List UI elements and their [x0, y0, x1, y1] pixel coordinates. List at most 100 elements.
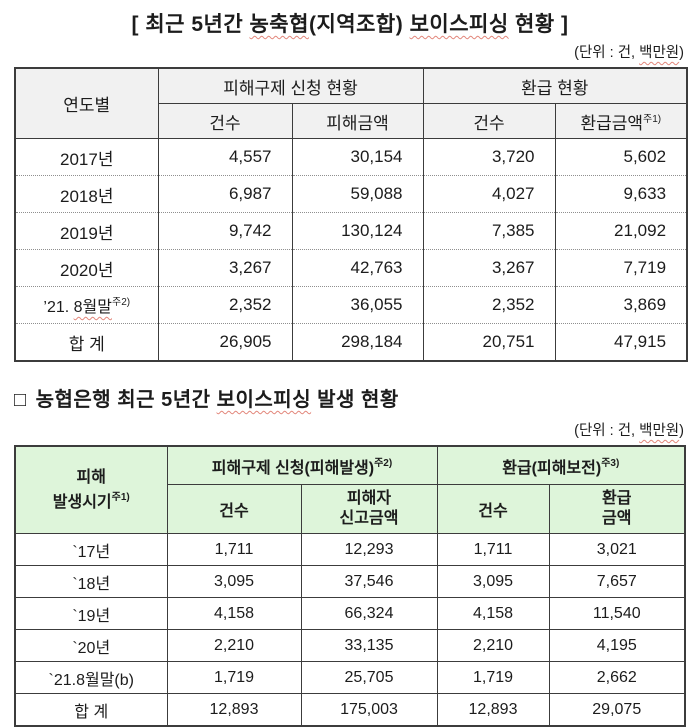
table-row: ’21. 8월말주2) 2,352 36,055 2,352 3,869 [14, 286, 688, 324]
t2-refund-line2: 금액 [602, 510, 632, 527]
unit-note2-text: (단위 : 건, [574, 423, 640, 439]
table-row: `20년 2,210 33,135 2,210 4,195 [14, 629, 686, 662]
table-row: `19년 4,158 66,324 4,158 11,540 [14, 597, 686, 630]
table-row: 2019년 9,742 130,124 7,385 21,092 [14, 212, 688, 250]
title2-text-post: 발생 현황 [311, 389, 399, 411]
table-row: 2018년 6,987 59,088 4,027 9,633 [14, 175, 688, 213]
t2-period-label: 발생시기 [52, 493, 112, 511]
table1-header-sub-row: 건수 피해금액 건수 환급금액주1) [15, 103, 688, 139]
t2-cell: 11,540 [548, 597, 686, 630]
t2-period-lines: 피해 발생시기주1) [16, 468, 167, 513]
table1-nonghyup-coop-phishing: 연도별 피해구제 신청 현황 환급 현황 건수 피해금액 건수 환급금액주1) … [14, 67, 689, 362]
t2-reported-amount-lines: 피해자 신고금액 [302, 489, 437, 529]
t2-cell: 12,293 [300, 533, 438, 566]
t2-total-cell: 29,075 [548, 693, 686, 727]
t2-total-cell: 12,893 [166, 693, 302, 727]
title1-text: [ 최근 5년간 [131, 13, 250, 36]
footnote-marker-1: 주1) [643, 113, 662, 125]
t1-cell: 9,633 [554, 175, 688, 213]
t1-header-group-refund: 환급 현황 [422, 67, 688, 104]
t1-header-year: 연도별 [14, 67, 159, 139]
t2-reported-line1: 피해자 [346, 490, 392, 507]
t1-refund-amount-label: 환급금액 [580, 113, 643, 133]
title1-text-post: 현황 ] [508, 13, 569, 36]
t2-header-cases1: 건수 [166, 484, 302, 534]
table-row: `18년 3,095 37,546 3,095 7,657 [14, 565, 686, 598]
t1-total-cell: 47,915 [554, 323, 688, 361]
t2-header-cases2: 건수 [436, 484, 550, 534]
table-row: 2017년 4,557 30,154 3,720 5,602 [14, 138, 688, 176]
t2-header-refund-amount: 환급 금액 [548, 484, 686, 534]
t1-cell: 5,602 [554, 138, 688, 176]
t1-cell: 4,557 [157, 138, 293, 176]
table2-header-sub-row: 건수 피해자 신고금액 건수 환급 금액 [15, 484, 686, 534]
title2-wavy-word: 보이스피싱 [216, 389, 312, 411]
t2-cell: 33,135 [300, 629, 438, 662]
footnote-marker-5: 주3) [601, 457, 620, 469]
t2-header-period: 피해 발생시기주1) [14, 445, 168, 534]
unit-note-close: ) [679, 45, 684, 61]
unit-note2-close: ) [679, 423, 684, 439]
t1-cell: 4,027 [422, 175, 556, 213]
t1-total-label: 합 계 [14, 323, 159, 361]
table-row: `21.8월말(b) 1,719 25,705 1,719 2,662 [14, 661, 686, 694]
title2-text: 농협은행 최근 5년간 [35, 389, 217, 411]
t1-row-label: 2018년 [14, 175, 159, 213]
t1-total-cell: 298,184 [291, 323, 424, 361]
t2-cell: 3,095 [436, 565, 550, 598]
t1-cell: 21,092 [554, 212, 688, 250]
t1-cell: 30,154 [291, 138, 424, 176]
t1-row-label: 2017년 [14, 138, 159, 176]
t2-cell: 2,210 [166, 629, 302, 662]
t2-row-label: `20년 [14, 629, 168, 662]
t1-row-label: 2020년 [14, 249, 159, 287]
t2-row-label: `21.8월말(b) [14, 661, 168, 694]
t2-period-line2: 발생시기주1) [16, 488, 167, 513]
table1-unit-note: (단위 : 건, 백만원) [14, 41, 684, 62]
footnote-marker-2: 주2) [112, 297, 131, 308]
unit-note2-wavy: 백만원 [639, 423, 680, 439]
t1-cell: 130,124 [291, 212, 424, 250]
t1-header-group-relief: 피해구제 신청 현황 [157, 67, 424, 104]
t2-cell: 2,662 [548, 661, 686, 694]
t2-refund-amount-lines: 환급 금액 [550, 489, 685, 529]
t1-total-cell: 20,751 [422, 323, 556, 361]
t1-header-refund-amount: 환급금액주1) [554, 103, 688, 139]
t1-cell: 2,352 [157, 286, 293, 324]
t2-cell: 3,021 [548, 533, 686, 566]
t1-cell: 3,869 [554, 286, 688, 324]
t2-cell: 3,095 [166, 565, 302, 598]
t2-cell: 1,719 [166, 661, 302, 694]
t1-total-cell: 26,905 [157, 323, 293, 361]
title1-wavy-word-1: 농축협 [249, 13, 309, 36]
t1-row-label-aug21: ’21. 8월말주2) [14, 286, 159, 324]
t1-cell: 7,385 [422, 212, 556, 250]
t2-cell: 7,657 [548, 565, 686, 598]
t1-cell: 3,267 [422, 249, 556, 287]
t1-cell: 2,352 [422, 286, 556, 324]
t1-aug21-wavy: 8월말 [73, 299, 112, 316]
table-row-total: 합 계 12,893 175,003 12,893 29,075 [14, 693, 686, 727]
unit-note-wavy: 백만원 [639, 45, 680, 61]
table2-title: □ 농협은행 최근 5년간 보이스피싱 발생 현황 [14, 383, 686, 412]
footnote-marker-3: 주1) [111, 491, 130, 503]
t1-cell: 9,742 [157, 212, 293, 250]
t2-cell: 25,705 [300, 661, 438, 694]
t2-group2-label: 환급(피해보전) [502, 459, 602, 477]
t1-cell: 3,267 [157, 249, 293, 287]
t2-cell: 4,158 [436, 597, 550, 630]
t2-cell: 66,324 [300, 597, 438, 630]
table1-title: [ 최근 5년간 농축협(지역조합) 보이스피싱 현황 ] [14, 8, 686, 38]
t2-cell: 2,210 [436, 629, 550, 662]
t2-cell: 1,711 [166, 533, 302, 566]
t2-total-cell: 175,003 [300, 693, 438, 727]
table2-nh-bank-phishing: 피해 발생시기주1) 피해구제 신청(피해발생)주2) 환급(피해보전)주3) … [14, 445, 687, 727]
t2-reported-line2: 신고금액 [339, 510, 399, 527]
t1-cell: 3,720 [422, 138, 556, 176]
table2-header-group-row: 피해 발생시기주1) 피해구제 신청(피해발생)주2) 환급(피해보전)주3) [14, 445, 686, 534]
t2-cell: 4,195 [548, 629, 686, 662]
t2-header-reported-amount: 피해자 신고금액 [300, 484, 438, 534]
t2-row-label: `18년 [14, 565, 168, 598]
t1-header-cases1: 건수 [157, 103, 293, 139]
